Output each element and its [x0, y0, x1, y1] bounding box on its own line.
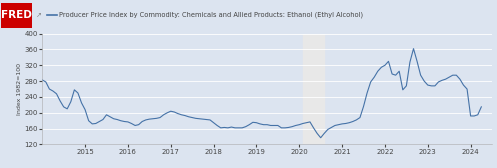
- Y-axis label: Index 1982=100: Index 1982=100: [17, 63, 22, 115]
- Bar: [303, 34, 324, 144]
- Text: Producer Price Index by Commodity: Chemicals and Allied Products: Ethanol (Ethyl: Producer Price Index by Commodity: Chemi…: [59, 12, 363, 18]
- Text: FRED: FRED: [1, 10, 32, 20]
- FancyBboxPatch shape: [1, 3, 32, 28]
- Text: ↗: ↗: [36, 12, 42, 18]
